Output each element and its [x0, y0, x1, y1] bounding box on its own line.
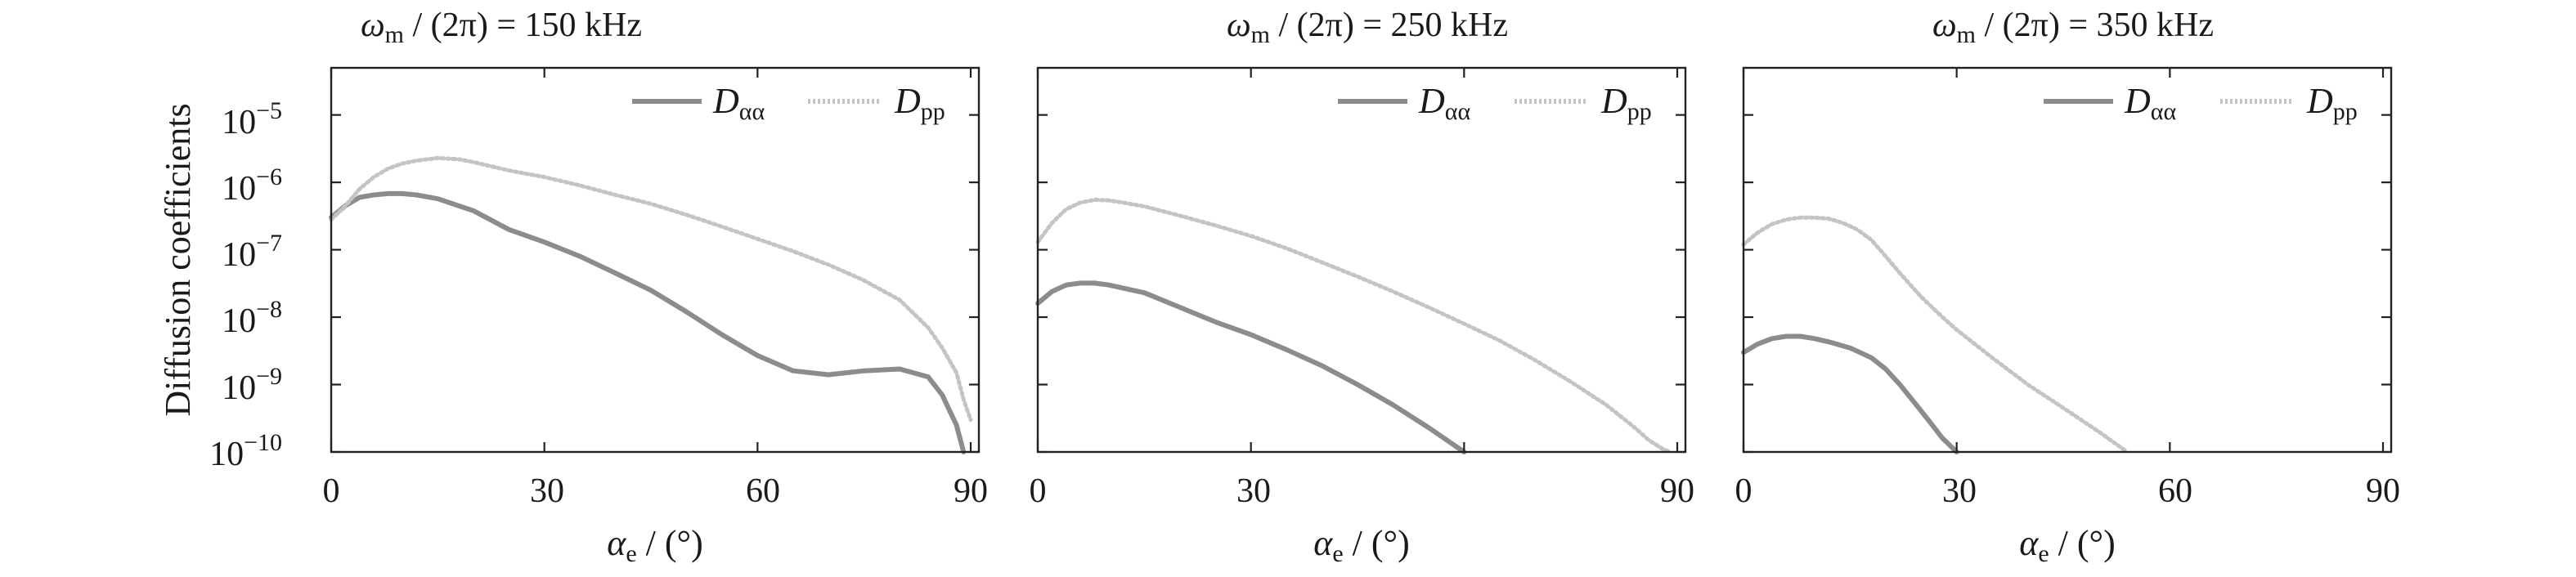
plot-frame	[330, 66, 981, 454]
x-axis-label: αe / (°)	[2019, 523, 2116, 567]
legend-label-daa: Dαα	[712, 81, 765, 125]
y-tick-label: 10−7	[222, 230, 282, 274]
panel-350khz: ωm / (2π) = 350 kHz Dαα Dpp 0 30 60 90 α…	[1735, 7, 2401, 567]
panel-title: ωm / (2π) = 150 kHz	[361, 7, 642, 48]
legend-label-daa: Dαα	[1418, 81, 1470, 125]
panel-150khz: ωm / (2π) = 150 kHz Dαα Dpp 0 30 60 90 α…	[323, 7, 989, 567]
x-tick-label: 90	[1660, 472, 1694, 510]
legend-label-dpp: Dpp	[2306, 81, 2358, 125]
panel-title: ωm / (2π) = 350 kHz	[1932, 7, 2214, 48]
series-line-daa	[1741, 333, 1959, 454]
legend-label-dpp: Dpp	[1600, 81, 1652, 125]
x-tick-labels: 0 30 90	[1030, 472, 1695, 510]
series-line-dpp	[1035, 198, 1672, 454]
legend: Dαα Dpp	[2044, 81, 2358, 125]
y-tick-label: 10−9	[222, 363, 282, 407]
x-axis-label: αe / (°)	[607, 523, 703, 567]
y-tick-labels: 10−5 10−6 10−7 10−8 10−9 10−10	[209, 97, 282, 473]
plot-frame	[1742, 66, 2393, 454]
x-axis-label: αe / (°)	[1313, 523, 1410, 567]
y-tick-label: 10−6	[222, 163, 282, 208]
y-tick-label: 10−8	[222, 296, 282, 340]
panel-250khz: ωm / (2π) = 250 kHz Dαα Dpp 0 30 90 αe /…	[1030, 7, 1695, 567]
series-line-dpp	[329, 155, 973, 423]
y-axis-label: Diffusion coefficients	[158, 103, 198, 416]
x-tick-label: 30	[1236, 472, 1271, 510]
legend: Dαα Dpp	[632, 81, 945, 125]
panel-title: ωm / (2π) = 250 kHz	[1227, 7, 1508, 48]
x-tick-label: 0	[1030, 472, 1047, 510]
x-tick-labels: 0 30 60 90	[1735, 472, 2401, 510]
x-tick-label: 0	[1735, 472, 1752, 510]
series-line-daa	[1035, 280, 1467, 454]
y-tick-label: 10−10	[209, 429, 282, 473]
series-line-dpp	[1741, 215, 2129, 454]
x-tick-label: 90	[2366, 472, 2400, 510]
series-line-daa	[329, 190, 967, 454]
x-tick-label: 30	[1942, 472, 1977, 510]
x-tick-label: 90	[954, 472, 988, 510]
plot-frame	[1036, 66, 1687, 454]
legend-label-daa: Dαα	[2124, 81, 2176, 125]
legend-label-dpp: Dpp	[894, 81, 945, 125]
x-tick-label: 0	[323, 472, 340, 510]
legend: Dαα Dpp	[1338, 81, 1652, 125]
x-tick-label: 60	[746, 472, 780, 510]
x-tick-labels: 0 30 60 90	[323, 472, 989, 510]
y-tick-label: 10−5	[222, 97, 282, 141]
x-tick-label: 30	[530, 472, 564, 510]
x-tick-label: 60	[2158, 472, 2192, 510]
